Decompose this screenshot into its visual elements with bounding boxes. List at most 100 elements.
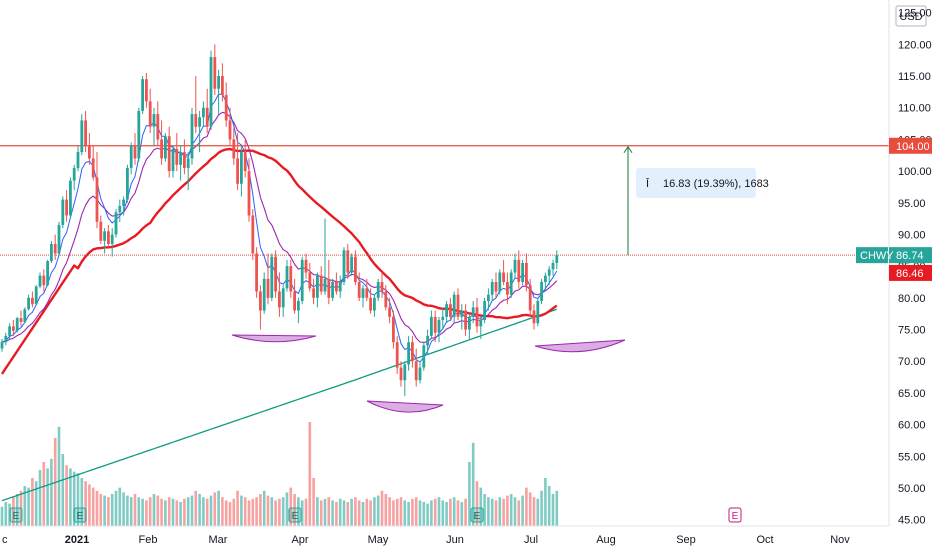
volume-bar bbox=[551, 494, 555, 526]
earnings-marker-label: E bbox=[13, 511, 20, 522]
price-tick-label: 110.00 bbox=[898, 103, 931, 115]
candle-body bbox=[506, 282, 509, 295]
candle-body bbox=[194, 114, 198, 127]
volume-bar bbox=[236, 490, 239, 526]
candle-body bbox=[502, 272, 505, 283]
candle-body bbox=[118, 205, 122, 213]
candle-body bbox=[148, 101, 152, 127]
price-tick-label: 80.00 bbox=[898, 293, 926, 305]
volume-bar bbox=[490, 498, 494, 526]
volume-bar bbox=[403, 500, 407, 526]
volume-bar bbox=[513, 497, 517, 526]
candle-body bbox=[297, 301, 300, 311]
candle-body bbox=[114, 212, 118, 235]
volume-bar bbox=[217, 490, 220, 526]
candle-body bbox=[12, 326, 15, 331]
earnings-marker-label: E bbox=[732, 511, 739, 522]
candle-body bbox=[342, 250, 346, 283]
volume-bar bbox=[399, 497, 403, 526]
measure-arrow-head bbox=[623, 145, 633, 154]
candle-body bbox=[426, 335, 429, 346]
volume-bar bbox=[346, 502, 350, 526]
candle-body bbox=[479, 320, 483, 327]
price-tick-label: 70.00 bbox=[898, 356, 926, 368]
candle-body bbox=[376, 282, 380, 298]
candle-body bbox=[72, 167, 76, 181]
volume-bar bbox=[418, 500, 422, 526]
candle-body bbox=[513, 259, 517, 273]
price-tag-label: 104.00 bbox=[896, 141, 930, 153]
volume-bar bbox=[297, 497, 300, 526]
candle-body bbox=[4, 335, 8, 343]
time-tick-label: Jul bbox=[524, 534, 538, 546]
price-tick-label: 115.00 bbox=[898, 71, 931, 83]
candle-body bbox=[555, 255, 559, 263]
candle-body bbox=[418, 367, 422, 381]
volume-bar bbox=[274, 500, 277, 526]
candle-body bbox=[171, 148, 175, 172]
volume-bar bbox=[84, 481, 87, 526]
candle-body bbox=[251, 215, 255, 254]
volume-bar bbox=[319, 500, 323, 526]
price-tick-label: 100.00 bbox=[898, 166, 932, 178]
candle-body bbox=[498, 272, 502, 292]
candle-body bbox=[335, 282, 338, 292]
candle-body bbox=[141, 79, 144, 111]
candle-body bbox=[388, 307, 391, 317]
candle-body bbox=[202, 107, 205, 118]
candle-body bbox=[293, 291, 296, 311]
candle-body bbox=[327, 278, 331, 298]
candle-body bbox=[266, 278, 270, 298]
earnings-marker bbox=[73, 507, 87, 523]
candle-body bbox=[487, 294, 490, 302]
volume-bar bbox=[285, 492, 289, 526]
price-tag-label: 86.46 bbox=[896, 268, 924, 280]
volume-bar bbox=[312, 478, 315, 526]
volume-bar bbox=[483, 494, 486, 526]
price-tick-label: 45.00 bbox=[898, 515, 926, 527]
candle-body bbox=[19, 318, 23, 322]
volume-bar bbox=[179, 502, 182, 526]
volume-bar bbox=[471, 442, 475, 526]
candle-body bbox=[209, 57, 213, 127]
volume-bar bbox=[388, 497, 391, 526]
volume-bar bbox=[202, 497, 205, 526]
volume-bar bbox=[532, 497, 536, 526]
candle-body bbox=[183, 152, 186, 168]
volume-bar bbox=[129, 497, 133, 526]
currency-badge[interactable] bbox=[895, 5, 927, 27]
volume-bar bbox=[300, 500, 304, 526]
volume-bar bbox=[369, 500, 372, 526]
candle-body bbox=[186, 158, 190, 168]
volume-bar bbox=[152, 494, 156, 526]
volume-bar bbox=[278, 498, 281, 526]
volume-bar bbox=[205, 498, 209, 526]
volume-bar bbox=[221, 497, 224, 526]
candle-body bbox=[399, 367, 403, 381]
volume-bar bbox=[331, 500, 334, 526]
volume-bar bbox=[88, 484, 91, 526]
candle-body bbox=[445, 304, 448, 317]
time-tick-label: Sep bbox=[676, 534, 696, 546]
volume-bar bbox=[133, 494, 137, 526]
volume-bar bbox=[243, 497, 247, 526]
volume-bar bbox=[544, 478, 547, 526]
candle-body bbox=[441, 316, 445, 321]
volume-bar bbox=[426, 503, 429, 526]
volume-bar bbox=[407, 502, 410, 526]
price-ticks: 125.00120.00115.00110.00105.00100.0095.0… bbox=[898, 8, 932, 527]
candle-body bbox=[281, 288, 285, 308]
earnings-marker bbox=[288, 507, 302, 523]
candle-body bbox=[228, 120, 232, 140]
volume-bar bbox=[437, 497, 441, 526]
candle-body bbox=[255, 253, 258, 292]
candle-body bbox=[517, 259, 521, 283]
candle-body bbox=[300, 259, 304, 302]
volume-bar bbox=[118, 487, 122, 526]
volume-bar bbox=[338, 498, 342, 526]
volume-bar bbox=[183, 498, 186, 526]
candle-body bbox=[289, 266, 293, 292]
earnings-marker bbox=[470, 507, 484, 523]
candle-body bbox=[395, 342, 399, 368]
